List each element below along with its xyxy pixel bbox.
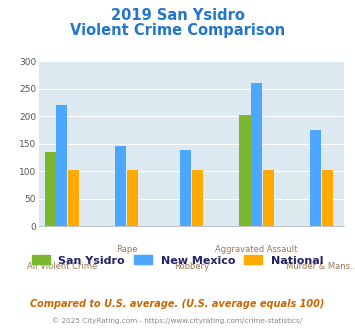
Bar [192,170,203,226]
Text: Rape: Rape [116,246,137,254]
Bar [239,115,251,226]
Bar [322,170,333,226]
Text: Robbery: Robbery [174,262,209,271]
Bar [251,83,262,226]
Bar [310,130,321,226]
Bar [180,150,191,226]
Text: © 2025 CityRating.com - https://www.cityrating.com/crime-statistics/: © 2025 CityRating.com - https://www.city… [53,317,302,324]
Text: Aggravated Assault: Aggravated Assault [215,246,298,254]
Bar [44,152,56,226]
Text: Violent Crime Comparison: Violent Crime Comparison [70,23,285,38]
Bar [115,146,126,226]
Bar [56,105,67,226]
Text: Murder & Mans...: Murder & Mans... [286,262,355,271]
Bar [68,170,79,226]
Bar [263,170,274,226]
Legend: San Ysidro, New Mexico, National: San Ysidro, New Mexico, National [27,251,328,270]
Text: 2019 San Ysidro: 2019 San Ysidro [110,8,245,23]
Text: All Violent Crime: All Violent Crime [27,262,97,271]
Bar [127,170,138,226]
Text: Compared to U.S. average. (U.S. average equals 100): Compared to U.S. average. (U.S. average … [30,299,325,309]
